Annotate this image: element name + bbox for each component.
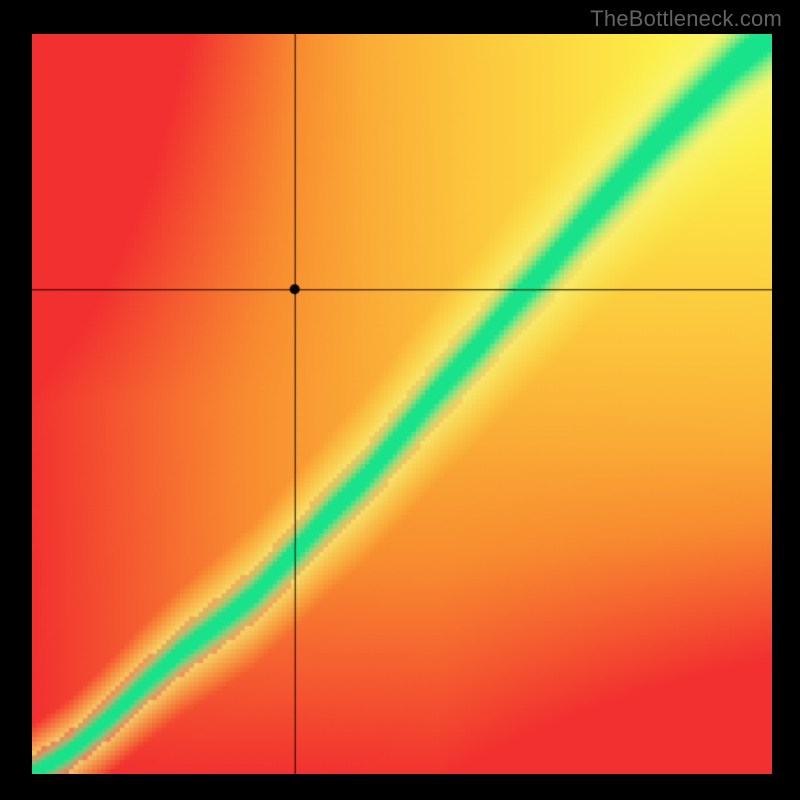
watermark-text: TheBottleneck.com [590, 6, 782, 32]
chart-container: TheBottleneck.com [0, 0, 800, 800]
heatmap-canvas [32, 34, 772, 774]
